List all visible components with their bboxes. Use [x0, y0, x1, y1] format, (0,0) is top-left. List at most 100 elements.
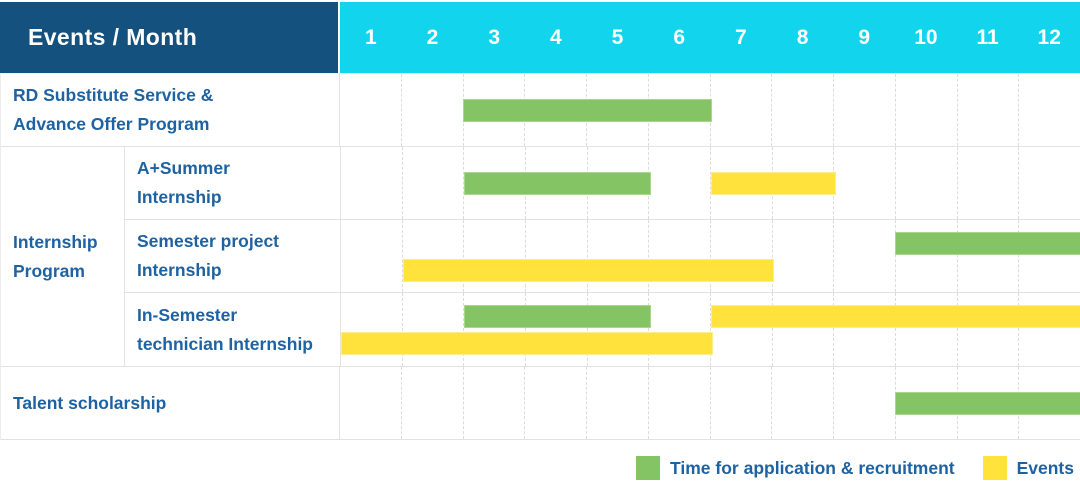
group-label: Internship Program	[1, 147, 125, 366]
month-cell	[341, 147, 402, 219]
month-cell	[895, 220, 957, 292]
month-header-cell: 3	[488, 25, 501, 49]
table-row: RD Substitute Service & Advance Offer Pr…	[1, 74, 1080, 147]
legend-swatch-events	[982, 456, 1007, 480]
gantt-bar-event	[710, 172, 836, 195]
row-timeline	[341, 293, 1080, 366]
month-cell	[710, 220, 772, 292]
month-cell	[709, 74, 772, 146]
month-cell	[833, 367, 895, 439]
month-cell	[401, 293, 464, 366]
gantt-bar-event	[341, 332, 713, 355]
row-label: RD Substitute Service & Advance Offer Pr…	[1, 74, 340, 146]
month-cell	[647, 367, 710, 439]
gantt-bar-application	[895, 392, 1080, 415]
gantt-body: RD Substitute Service & Advance Offer Pr…	[0, 73, 1080, 440]
month-cell	[462, 367, 525, 439]
table-row: Talent scholarship	[1, 367, 1080, 440]
row-timeline	[341, 147, 1080, 219]
month-cell	[648, 147, 710, 219]
month-header-cell: 9	[858, 25, 871, 49]
row-timeline	[340, 367, 1080, 439]
legend-swatch-application	[636, 456, 661, 480]
month-cell	[401, 147, 464, 219]
month-header-cell: 10	[914, 25, 938, 49]
table-header: Events / Month 1 2 3 4 5 6 7 8 9 10 11 12	[0, 2, 1080, 73]
month-cell	[525, 293, 587, 366]
month-cell	[956, 147, 1019, 219]
month-cell	[400, 367, 463, 439]
month-cell	[648, 293, 710, 366]
month-cell	[341, 293, 402, 366]
legend-label-events: Events	[1016, 457, 1074, 478]
month-cell	[1018, 220, 1080, 292]
month-cell	[1018, 74, 1080, 146]
month-cell	[524, 367, 586, 439]
month-cell	[833, 220, 895, 292]
table-row-group: Internship Program A+Summer Internship Sem…	[1, 147, 1080, 367]
month-cell	[525, 220, 587, 292]
month-cell	[895, 147, 957, 219]
row-label: In-Semester technician Internship	[125, 293, 341, 366]
month-header-cell: 1	[364, 25, 377, 49]
month-cell	[586, 293, 649, 366]
month-header-cell: 4	[550, 25, 562, 49]
gantt-bar-event	[402, 259, 775, 282]
month-header-cell: 6	[673, 25, 686, 49]
month-cell	[463, 220, 525, 292]
month-cell	[771, 367, 833, 439]
month-cell	[340, 367, 401, 439]
table-row: Semester project Internship	[125, 220, 1080, 293]
month-header-cell: 8	[796, 25, 809, 49]
row-label: Talent scholarship	[1, 367, 340, 439]
month-cell	[1018, 147, 1080, 219]
month-cell	[463, 147, 525, 219]
month-cell	[648, 220, 710, 292]
legend-item-events: Events	[982, 456, 1074, 480]
month-cell	[833, 147, 895, 219]
month-cell	[340, 74, 401, 146]
legend-item-application: Time for application & recruitment	[636, 456, 955, 480]
month-cell	[956, 220, 1019, 292]
month-cell	[710, 293, 772, 366]
month-cell	[586, 220, 649, 292]
month-cell	[401, 220, 464, 292]
month-cell	[1018, 293, 1080, 366]
month-cell	[833, 74, 895, 146]
events-month-header: Events / Month	[0, 2, 338, 73]
table-row: A+Summer Internship	[125, 147, 1080, 220]
legend: Time for application & recruitment Event…	[0, 440, 1080, 480]
month-cell	[771, 74, 833, 146]
month-cell	[895, 293, 957, 366]
month-cell	[771, 293, 834, 366]
month-cell	[462, 74, 525, 146]
row-label: Semester project Internship	[125, 220, 341, 292]
month-cell	[894, 74, 957, 146]
month-cell	[400, 74, 463, 146]
month-header-cell: 5	[611, 25, 624, 49]
gantt-bar-application	[463, 99, 712, 122]
month-header-cell: 7	[735, 25, 747, 49]
month-cell	[956, 74, 1019, 146]
gantt-bar-event	[710, 305, 1080, 328]
row-timeline	[341, 220, 1080, 292]
month-cell	[771, 220, 834, 292]
gantt-bar-application	[464, 305, 651, 328]
row-timeline	[340, 74, 1080, 146]
legend-label-application: Time for application & recruitment	[670, 457, 955, 478]
row-label: A+Summer Internship	[125, 147, 341, 219]
month-cell	[586, 367, 648, 439]
month-header-cell: 12	[1037, 25, 1061, 49]
month-cell	[463, 293, 525, 366]
month-cell	[709, 367, 772, 439]
month-cell	[833, 293, 895, 366]
month-header-cell: 2	[426, 25, 439, 49]
gantt-bar-application	[464, 172, 651, 195]
gantt-bar-application	[895, 232, 1080, 255]
month-header-cell: 11	[976, 25, 999, 49]
month-cell	[341, 220, 402, 292]
month-cell	[956, 293, 1019, 366]
page-title: Events / Month	[28, 24, 198, 50]
table-row: In-Semester technician Internship	[125, 293, 1080, 366]
